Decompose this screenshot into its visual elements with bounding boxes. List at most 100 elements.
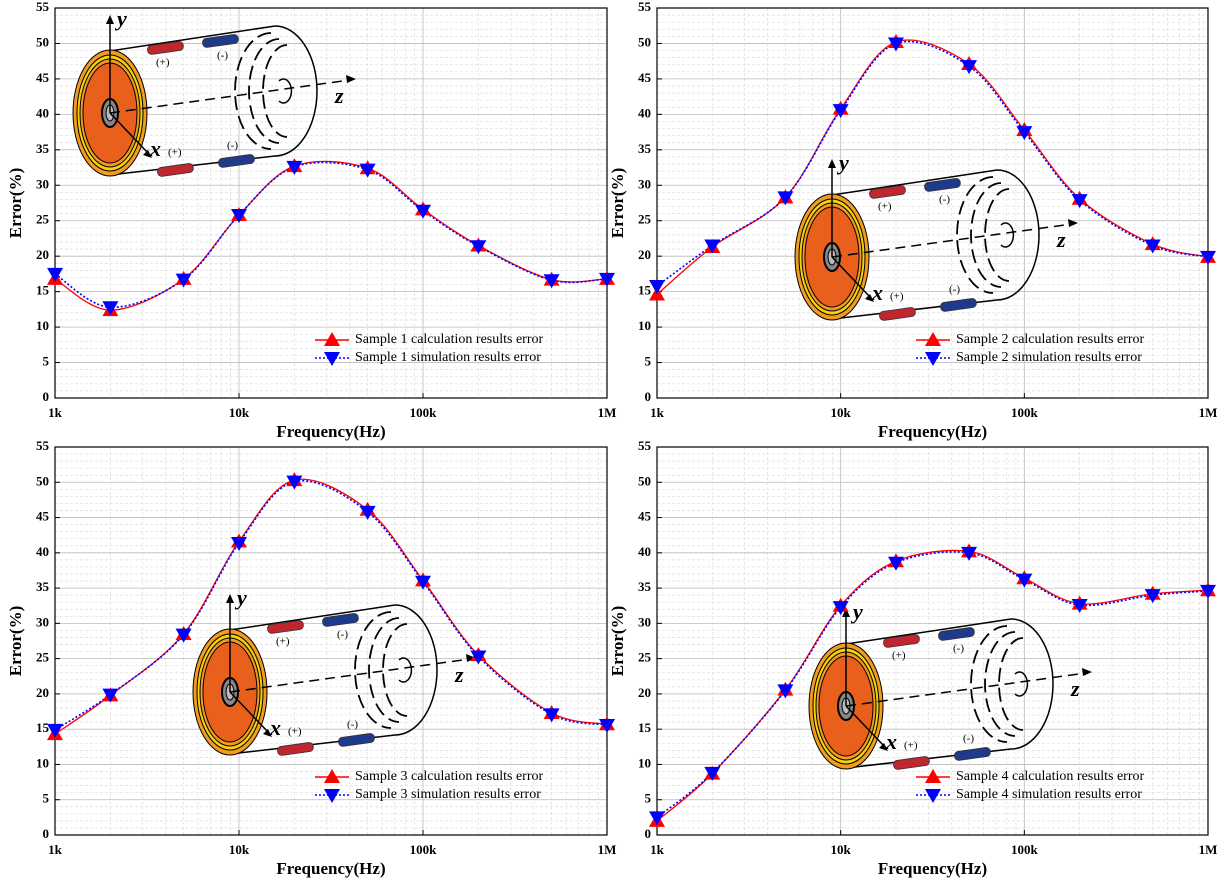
legend-label: Sample 3 calculation results error bbox=[355, 769, 543, 784]
y-tick-label: 20 bbox=[638, 685, 651, 700]
legend-marker bbox=[324, 352, 340, 366]
x-tick-label: 1M bbox=[1199, 405, 1218, 420]
y-tick-label: 40 bbox=[36, 105, 49, 120]
axis-letter: y bbox=[114, 6, 127, 31]
axis-letter: z bbox=[454, 662, 464, 687]
x-axis-label: Frequency(Hz) bbox=[878, 422, 987, 441]
polarity: (-) bbox=[337, 629, 348, 641]
y-tick-label: 40 bbox=[638, 544, 651, 559]
polarity: (+) bbox=[288, 726, 302, 738]
y-tick-label: 35 bbox=[638, 579, 652, 594]
legend-marker bbox=[925, 789, 941, 803]
x-tick-label: 1M bbox=[1199, 842, 1218, 857]
y-tick-label: 10 bbox=[638, 318, 651, 333]
cable-end-dashed bbox=[971, 626, 1007, 742]
electrode bbox=[954, 747, 991, 761]
axis-letter: z bbox=[1056, 227, 1066, 252]
y-tick-label: 50 bbox=[36, 473, 49, 488]
y-tick-label: 25 bbox=[36, 212, 50, 227]
marker bbox=[176, 274, 192, 288]
x-tick-label: 1k bbox=[650, 405, 665, 420]
axis-letter: z bbox=[1070, 676, 1080, 701]
polarity: (-) bbox=[347, 719, 358, 731]
y-tick-label: 35 bbox=[36, 579, 50, 594]
x-axis-label: Frequency(Hz) bbox=[276, 859, 385, 878]
marker bbox=[599, 719, 615, 733]
polarity: (+) bbox=[904, 740, 918, 752]
arrow-head bbox=[1082, 668, 1092, 676]
polarity: (+) bbox=[892, 650, 906, 662]
legend-marker bbox=[324, 769, 340, 783]
y-tick-label: 45 bbox=[638, 509, 652, 524]
polarity: (-) bbox=[953, 643, 964, 655]
y-tick-label: 0 bbox=[43, 826, 50, 841]
marker bbox=[1200, 585, 1216, 599]
y-tick-label: 55 bbox=[638, 438, 652, 453]
core-end bbox=[279, 79, 291, 103]
polarity: (-) bbox=[217, 50, 228, 62]
axis-letter: x bbox=[885, 729, 897, 754]
legend-label: Sample 3 simulation results error bbox=[355, 787, 541, 802]
y-tick-label: 20 bbox=[638, 247, 651, 262]
x-tick-label: 1k bbox=[48, 405, 63, 420]
y-tick-label: 0 bbox=[43, 389, 50, 404]
legend-marker bbox=[925, 769, 941, 783]
x-axis-label: Frequency(Hz) bbox=[878, 859, 987, 878]
y-tick-label: 20 bbox=[36, 247, 49, 262]
x-tick-label: 100k bbox=[410, 842, 438, 857]
marker bbox=[470, 240, 486, 254]
y-tick-label: 30 bbox=[36, 614, 49, 629]
x-tick-label: 10k bbox=[831, 842, 852, 857]
y-tick-label: 25 bbox=[638, 212, 652, 227]
axis-letter: x bbox=[149, 136, 161, 161]
y-tick-label: 10 bbox=[36, 755, 49, 770]
legend-label: Sample 1 simulation results error bbox=[355, 350, 541, 365]
y-tick-label: 15 bbox=[638, 720, 652, 735]
cable-diagram: yxz(+)(-)(+)(-) bbox=[73, 6, 356, 177]
polarity: (+) bbox=[276, 636, 290, 648]
y-axis-label: Error(%) bbox=[608, 606, 627, 677]
y-tick-label: 55 bbox=[638, 0, 652, 14]
x-tick-label: 100k bbox=[1011, 405, 1039, 420]
y-tick-label: 5 bbox=[645, 791, 652, 806]
x-tick-label: 10k bbox=[831, 405, 852, 420]
y-tick-label: 25 bbox=[638, 650, 652, 665]
y-tick-label: 5 bbox=[645, 354, 652, 369]
polarity: (-) bbox=[939, 194, 950, 206]
series-line bbox=[55, 481, 607, 730]
series-line bbox=[55, 161, 607, 310]
y-tick-label: 15 bbox=[36, 720, 50, 735]
electrode bbox=[157, 163, 194, 177]
y-tick-label: 45 bbox=[36, 70, 50, 85]
y-tick-label: 25 bbox=[36, 650, 50, 665]
y-tick-label: 55 bbox=[36, 438, 50, 453]
cable-edge bbox=[230, 605, 395, 630]
y-tick-label: 5 bbox=[43, 354, 50, 369]
polarity: (+) bbox=[890, 291, 904, 303]
cable-diagram: y x z (+) (-) (+) (-) bbox=[809, 599, 1092, 770]
electrode bbox=[883, 634, 920, 648]
y-tick-label: 10 bbox=[638, 755, 651, 770]
legend-label: Sample 4 simulation results error bbox=[956, 787, 1142, 802]
electrode bbox=[879, 307, 916, 321]
legend-label: Sample 2 simulation results error bbox=[956, 350, 1142, 365]
y-tick-label: 15 bbox=[638, 283, 652, 298]
y-axis-label: Error(%) bbox=[608, 168, 627, 239]
axis-letter: x bbox=[871, 280, 883, 305]
legend-label: Sample 4 calculation results error bbox=[956, 769, 1144, 784]
polarity: (-) bbox=[963, 733, 974, 745]
y-tick-label: 10 bbox=[36, 318, 49, 333]
legend-label: Sample 1 calculation results error bbox=[355, 332, 543, 347]
marker bbox=[47, 268, 63, 282]
electrode bbox=[940, 298, 977, 312]
y-tick-label: 35 bbox=[36, 141, 50, 156]
x-tick-label: 1k bbox=[650, 842, 665, 857]
x-axis-label: Frequency(Hz) bbox=[276, 422, 385, 441]
axis-letter: z bbox=[334, 83, 344, 108]
y-tick-label: 0 bbox=[645, 389, 652, 404]
axis-letter: y bbox=[850, 599, 863, 624]
arrow-head bbox=[106, 15, 114, 24]
polarity: (+) bbox=[156, 57, 170, 69]
polarity: (+) bbox=[878, 201, 892, 213]
core-end bbox=[1015, 672, 1027, 696]
